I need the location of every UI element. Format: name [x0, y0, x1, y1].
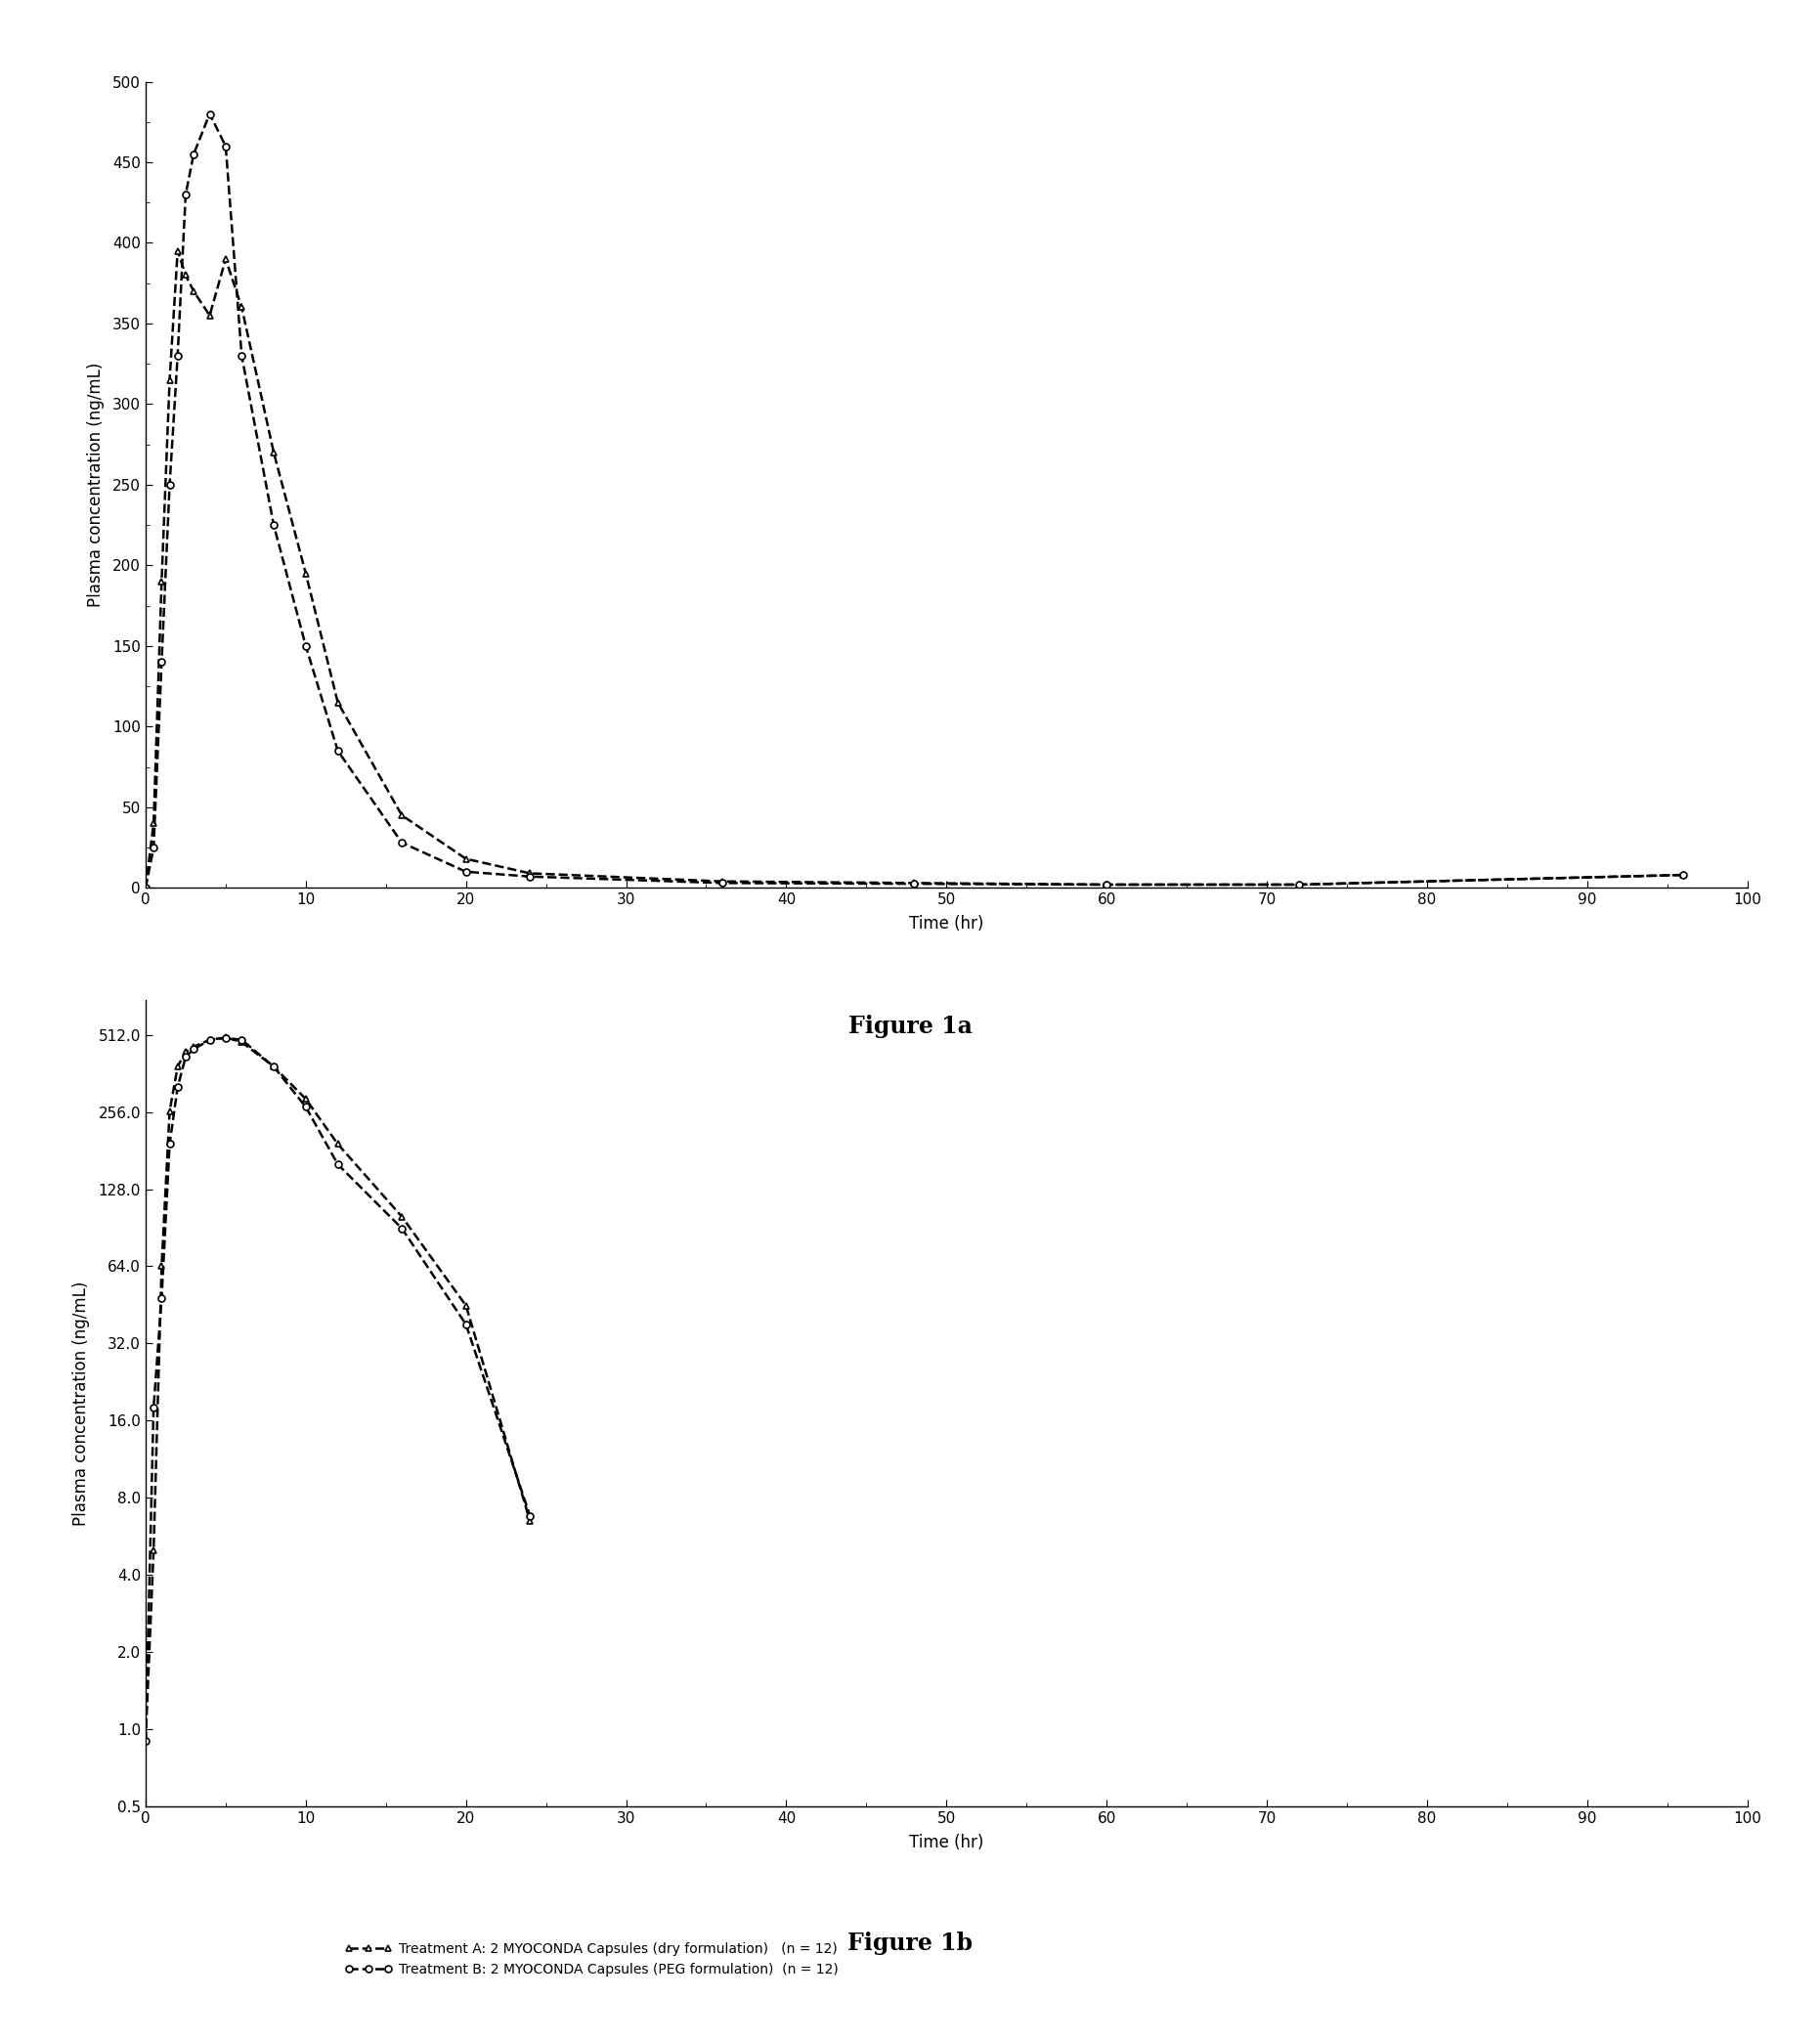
Treatment B: 2 MYOCONDA Capsules (PEG formulation)  (n = 12): (24, 7): 2 MYOCONDA Capsules (PEG formulation) (n… [519, 863, 541, 888]
Treatment B: 2 MYOCONDA Capsules (PEG formulation)  (n = 12): (2, 320): 2 MYOCONDA Capsules (PEG formulation) (n… [167, 1076, 189, 1100]
Treatment B: 2 MYOCONDA Capsules (PEG formulation)  (n = 12): (12, 160): 2 MYOCONDA Capsules (PEG formulation) (n… [328, 1151, 349, 1176]
Treatment B: 2 MYOCONDA Capsules (PEG formulation)  (n = 12): (16, 28): 2 MYOCONDA Capsules (PEG formulation) (n… [391, 831, 413, 855]
Treatment A: 2 MYOCONDA Capsules (dry formulation)   (n = 12): (2.5, 380): 2 MYOCONDA Capsules (dry formulation) (n… [175, 263, 197, 288]
Text: Figure 1b: Figure 1b [848, 1931, 972, 1955]
Treatment B: 2 MYOCONDA Capsules (PEG formulation)  (n = 12): (20, 38): 2 MYOCONDA Capsules (PEG formulation) (n… [455, 1312, 477, 1337]
Treatment A: 2 MYOCONDA Capsules (dry formulation)   (n = 12): (1.5, 258): 2 MYOCONDA Capsules (dry formulation) (n… [158, 1098, 180, 1123]
Treatment B: 2 MYOCONDA Capsules (PEG formulation)  (n = 12): (4, 490): 2 MYOCONDA Capsules (PEG formulation) (n… [198, 1027, 220, 1051]
Treatment A: 2 MYOCONDA Capsules (dry formulation)   (n = 12): (5, 500): 2 MYOCONDA Capsules (dry formulation) (n… [215, 1025, 237, 1049]
Treatment A: 2 MYOCONDA Capsules (dry formulation)   (n = 12): (5, 390): 2 MYOCONDA Capsules (dry formulation) (n… [215, 247, 237, 271]
Treatment B: 2 MYOCONDA Capsules (PEG formulation)  (n = 12): (6, 330): 2 MYOCONDA Capsules (PEG formulation) (n… [231, 343, 253, 367]
Treatment A: 2 MYOCONDA Capsules (dry formulation)   (n = 12): (10, 288): 2 MYOCONDA Capsules (dry formulation) (n… [295, 1086, 317, 1110]
Treatment A: 2 MYOCONDA Capsules (dry formulation)   (n = 12): (2.5, 440): 2 MYOCONDA Capsules (dry formulation) (n… [175, 1039, 197, 1063]
Treatment B: 2 MYOCONDA Capsules (PEG formulation)  (n = 12): (48, 2.5): 2 MYOCONDA Capsules (PEG formulation) (n… [903, 872, 925, 896]
Treatment A: 2 MYOCONDA Capsules (dry formulation)   (n = 12): (8, 270): 2 MYOCONDA Capsules (dry formulation) (n… [262, 441, 284, 465]
Treatment B: 2 MYOCONDA Capsules (PEG formulation)  (n = 12): (10, 150): 2 MYOCONDA Capsules (PEG formulation) (n… [295, 635, 317, 659]
Treatment A: 2 MYOCONDA Capsules (dry formulation)   (n = 12): (48, 3): 2 MYOCONDA Capsules (dry formulation) (n… [903, 872, 925, 896]
Treatment B: 2 MYOCONDA Capsules (PEG formulation)  (n = 12): (2.5, 430): 2 MYOCONDA Capsules (PEG formulation) (n… [175, 182, 197, 206]
Treatment A: 2 MYOCONDA Capsules (dry formulation)   (n = 12): (1, 64): 2 MYOCONDA Capsules (dry formulation) (n… [151, 1253, 173, 1278]
Treatment A: 2 MYOCONDA Capsules (dry formulation)   (n = 12): (12, 115): 2 MYOCONDA Capsules (dry formulation) (n… [328, 690, 349, 714]
Treatment B: 2 MYOCONDA Capsules (PEG formulation)  (n = 12): (72, 2): 2 MYOCONDA Capsules (PEG formulation) (n… [1289, 872, 1310, 896]
Treatment B: 2 MYOCONDA Capsules (PEG formulation)  (n = 12): (10, 268): 2 MYOCONDA Capsules (PEG formulation) (n… [295, 1094, 317, 1118]
Treatment A: 2 MYOCONDA Capsules (dry formulation)   (n = 12): (10, 195): 2 MYOCONDA Capsules (dry formulation) (n… [295, 561, 317, 586]
Treatment A: 2 MYOCONDA Capsules (dry formulation)   (n = 12): (60, 2): 2 MYOCONDA Capsules (dry formulation) (n… [1096, 872, 1117, 896]
Line: Treatment B: 2 MYOCONDA Capsules (PEG formulation)  (n = 12): Treatment B: 2 MYOCONDA Capsules (PEG fo… [142, 1035, 533, 1745]
Legend: Treatment A: 2 MYOCONDA Capsules (dry formulation)   (n = 12), Treatment B: 2 MY: Treatment A: 2 MYOCONDA Capsules (dry fo… [344, 1025, 839, 1057]
Treatment B: 2 MYOCONDA Capsules (PEG formulation)  (n = 12): (0.5, 18): 2 MYOCONDA Capsules (PEG formulation) (n… [142, 1396, 164, 1421]
Treatment B: 2 MYOCONDA Capsules (PEG formulation)  (n = 12): (20, 10): 2 MYOCONDA Capsules (PEG formulation) (n… [455, 859, 477, 884]
Treatment B: 2 MYOCONDA Capsules (PEG formulation)  (n = 12): (2.5, 420): 2 MYOCONDA Capsules (PEG formulation) (n… [175, 1045, 197, 1069]
Treatment B: 2 MYOCONDA Capsules (PEG formulation)  (n = 12): (24, 6.8): 2 MYOCONDA Capsules (PEG formulation) (n… [519, 1504, 541, 1529]
Treatment A: 2 MYOCONDA Capsules (dry formulation)   (n = 12): (2, 385): 2 MYOCONDA Capsules (dry formulation) (n… [167, 1055, 189, 1080]
Treatment B: 2 MYOCONDA Capsules (PEG formulation)  (n = 12): (36, 3): 2 MYOCONDA Capsules (PEG formulation) (n… [712, 872, 733, 896]
Legend: Treatment A: 2 MYOCONDA Capsules (dry formulation)   (n = 12), Treatment B: 2 MY: Treatment A: 2 MYOCONDA Capsules (dry fo… [344, 1943, 839, 1976]
Treatment A: 2 MYOCONDA Capsules (dry formulation)   (n = 12): (12, 192): 2 MYOCONDA Capsules (dry formulation) (n… [328, 1133, 349, 1157]
X-axis label: Time (hr): Time (hr) [908, 916, 985, 933]
Line: Treatment B: 2 MYOCONDA Capsules (PEG formulation)  (n = 12): Treatment B: 2 MYOCONDA Capsules (PEG fo… [142, 110, 1687, 892]
Treatment B: 2 MYOCONDA Capsules (PEG formulation)  (n = 12): (1, 48): 2 MYOCONDA Capsules (PEG formulation) (n… [151, 1286, 173, 1310]
Treatment B: 2 MYOCONDA Capsules (PEG formulation)  (n = 12): (6, 490): 2 MYOCONDA Capsules (PEG formulation) (n… [231, 1027, 253, 1051]
Treatment B: 2 MYOCONDA Capsules (PEG formulation)  (n = 12): (1.5, 192): 2 MYOCONDA Capsules (PEG formulation) (n… [158, 1133, 180, 1157]
Treatment B: 2 MYOCONDA Capsules (PEG formulation)  (n = 12): (5, 498): 2 MYOCONDA Capsules (PEG formulation) (n… [215, 1027, 237, 1051]
Treatment A: 2 MYOCONDA Capsules (dry formulation)   (n = 12): (96, 8): 2 MYOCONDA Capsules (dry formulation) (n… [1673, 863, 1694, 888]
Treatment B: 2 MYOCONDA Capsules (PEG formulation)  (n = 12): (0.5, 25): 2 MYOCONDA Capsules (PEG formulation) (n… [142, 835, 164, 859]
Treatment A: 2 MYOCONDA Capsules (dry formulation)   (n = 12): (16, 45): 2 MYOCONDA Capsules (dry formulation) (n… [391, 802, 413, 827]
Treatment A: 2 MYOCONDA Capsules (dry formulation)   (n = 12): (4, 355): 2 MYOCONDA Capsules (dry formulation) (n… [198, 304, 220, 329]
Treatment A: 2 MYOCONDA Capsules (dry formulation)   (n = 12): (3, 460): 2 MYOCONDA Capsules (dry formulation) (n… [182, 1035, 204, 1059]
Treatment B: 2 MYOCONDA Capsules (PEG formulation)  (n = 12): (60, 2): 2 MYOCONDA Capsules (PEG formulation) (n… [1096, 872, 1117, 896]
Treatment A: 2 MYOCONDA Capsules (dry formulation)   (n = 12): (3, 370): 2 MYOCONDA Capsules (dry formulation) (n… [182, 280, 204, 304]
Treatment B: 2 MYOCONDA Capsules (PEG formulation)  (n = 12): (96, 8): 2 MYOCONDA Capsules (PEG formulation) (n… [1673, 863, 1694, 888]
Treatment B: 2 MYOCONDA Capsules (PEG formulation)  (n = 12): (0, 0.9): 2 MYOCONDA Capsules (PEG formulation) (n… [135, 1729, 157, 1753]
Treatment A: 2 MYOCONDA Capsules (dry formulation)   (n = 12): (8, 385): 2 MYOCONDA Capsules (dry formulation) (n… [262, 1055, 284, 1080]
Treatment B: 2 MYOCONDA Capsules (PEG formulation)  (n = 12): (8, 385): 2 MYOCONDA Capsules (PEG formulation) (n… [262, 1055, 284, 1080]
Treatment A: 2 MYOCONDA Capsules (dry formulation)   (n = 12): (20, 45): 2 MYOCONDA Capsules (dry formulation) (n… [455, 1294, 477, 1318]
Treatment B: 2 MYOCONDA Capsules (PEG formulation)  (n = 12): (8, 225): 2 MYOCONDA Capsules (PEG formulation) (n… [262, 512, 284, 537]
Treatment A: 2 MYOCONDA Capsules (dry formulation)   (n = 12): (24, 9): 2 MYOCONDA Capsules (dry formulation) (n… [519, 861, 541, 886]
Treatment A: 2 MYOCONDA Capsules (dry formulation)   (n = 12): (72, 2): 2 MYOCONDA Capsules (dry formulation) (n… [1289, 872, 1310, 896]
Treatment A: 2 MYOCONDA Capsules (dry formulation)   (n = 12): (6, 480): 2 MYOCONDA Capsules (dry formulation) (n… [231, 1031, 253, 1055]
Treatment A: 2 MYOCONDA Capsules (dry formulation)   (n = 12): (6, 360): 2 MYOCONDA Capsules (dry formulation) (n… [231, 296, 253, 320]
Treatment A: 2 MYOCONDA Capsules (dry formulation)   (n = 12): (36, 4): 2 MYOCONDA Capsules (dry formulation) (n… [712, 869, 733, 894]
X-axis label: Time (hr): Time (hr) [908, 1835, 985, 1851]
Treatment A: 2 MYOCONDA Capsules (dry formulation)   (n = 12): (24, 6.5): 2 MYOCONDA Capsules (dry formulation) (n… [519, 1508, 541, 1533]
Treatment B: 2 MYOCONDA Capsules (PEG formulation)  (n = 12): (3, 450): 2 MYOCONDA Capsules (PEG formulation) (n… [182, 1037, 204, 1061]
Treatment B: 2 MYOCONDA Capsules (PEG formulation)  (n = 12): (12, 85): 2 MYOCONDA Capsules (PEG formulation) (n… [328, 739, 349, 763]
Treatment A: 2 MYOCONDA Capsules (dry formulation)   (n = 12): (1, 190): 2 MYOCONDA Capsules (dry formulation) (n… [151, 569, 173, 594]
Line: Treatment A: 2 MYOCONDA Capsules (dry formulation)   (n = 12): Treatment A: 2 MYOCONDA Capsules (dry fo… [142, 247, 1687, 892]
Treatment A: 2 MYOCONDA Capsules (dry formulation)   (n = 12): (4, 490): 2 MYOCONDA Capsules (dry formulation) (n… [198, 1027, 220, 1051]
Treatment B: 2 MYOCONDA Capsules (PEG formulation)  (n = 12): (2, 330): 2 MYOCONDA Capsules (PEG formulation) (n… [167, 343, 189, 367]
Y-axis label: Plasma concentration (ng/mL): Plasma concentration (ng/mL) [87, 363, 104, 606]
Treatment B: 2 MYOCONDA Capsules (PEG formulation)  (n = 12): (5, 460): 2 MYOCONDA Capsules (PEG formulation) (n… [215, 135, 237, 159]
Treatment B: 2 MYOCONDA Capsules (PEG formulation)  (n = 12): (4, 480): 2 MYOCONDA Capsules (PEG formulation) (n… [198, 102, 220, 127]
Treatment A: 2 MYOCONDA Capsules (dry formulation)   (n = 12): (20, 18): 2 MYOCONDA Capsules (dry formulation) (n… [455, 847, 477, 872]
Treatment A: 2 MYOCONDA Capsules (dry formulation)   (n = 12): (0.5, 40): 2 MYOCONDA Capsules (dry formulation) (n… [142, 810, 164, 835]
Treatment B: 2 MYOCONDA Capsules (PEG formulation)  (n = 12): (1.5, 250): 2 MYOCONDA Capsules (PEG formulation) (n… [158, 474, 180, 498]
Y-axis label: Plasma concentration (ng/mL): Plasma concentration (ng/mL) [73, 1282, 91, 1525]
Treatment A: 2 MYOCONDA Capsules (dry formulation)   (n = 12): (16, 100): 2 MYOCONDA Capsules (dry formulation) (n… [391, 1204, 413, 1229]
Treatment B: 2 MYOCONDA Capsules (PEG formulation)  (n = 12): (0, 0): 2 MYOCONDA Capsules (PEG formulation) (n… [135, 876, 157, 900]
Treatment A: 2 MYOCONDA Capsules (dry formulation)   (n = 12): (0, 0): 2 MYOCONDA Capsules (dry formulation) (n… [135, 876, 157, 900]
Treatment A: 2 MYOCONDA Capsules (dry formulation)   (n = 12): (0, 0.9): 2 MYOCONDA Capsules (dry formulation) (n… [135, 1729, 157, 1753]
Treatment A: 2 MYOCONDA Capsules (dry formulation)   (n = 12): (1.5, 315): 2 MYOCONDA Capsules (dry formulation) (n… [158, 367, 180, 392]
Treatment B: 2 MYOCONDA Capsules (PEG formulation)  (n = 12): (1, 140): 2 MYOCONDA Capsules (PEG formulation) (n… [151, 649, 173, 674]
Line: Treatment A: 2 MYOCONDA Capsules (dry formulation)   (n = 12): Treatment A: 2 MYOCONDA Capsules (dry fo… [142, 1035, 533, 1745]
Treatment A: 2 MYOCONDA Capsules (dry formulation)   (n = 12): (0.5, 5): 2 MYOCONDA Capsules (dry formulation) (n… [142, 1537, 164, 1561]
Treatment B: 2 MYOCONDA Capsules (PEG formulation)  (n = 12): (16, 90): 2 MYOCONDA Capsules (PEG formulation) (n… [391, 1216, 413, 1241]
Treatment A: 2 MYOCONDA Capsules (dry formulation)   (n = 12): (2, 395): 2 MYOCONDA Capsules (dry formulation) (n… [167, 239, 189, 263]
Treatment B: 2 MYOCONDA Capsules (PEG formulation)  (n = 12): (3, 455): 2 MYOCONDA Capsules (PEG formulation) (n… [182, 143, 204, 167]
Text: Figure 1a: Figure 1a [848, 1014, 972, 1039]
